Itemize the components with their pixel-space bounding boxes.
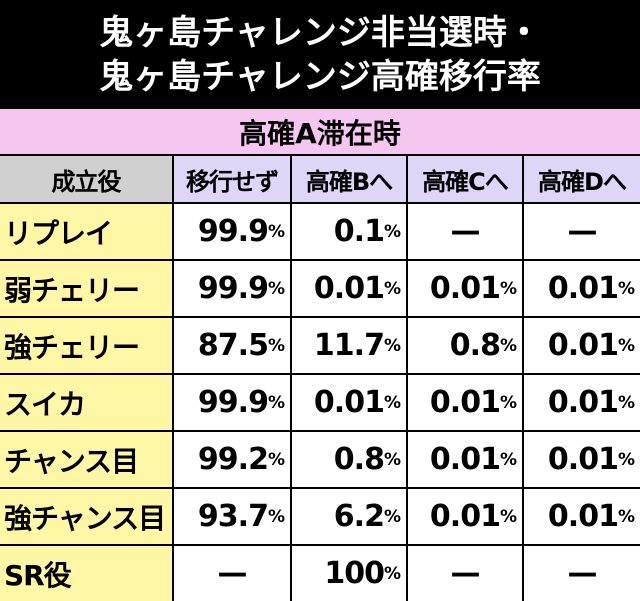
rate-cell: 0.1%: [292, 204, 406, 259]
rate-cell: 6.2%: [292, 489, 406, 544]
rate-cell: —: [524, 204, 640, 259]
rate-cell: 0.01%: [524, 261, 640, 316]
rate-cell: 0.01%: [408, 261, 522, 316]
title-line: 鬼ヶ島チャレンジ高確移行率: [99, 56, 541, 97]
row-label: SR役: [0, 546, 172, 601]
rate-cell: 99.9%: [174, 261, 290, 316]
rate-cell: 0.01%: [524, 375, 640, 430]
rate-cell: 87.5%: [174, 318, 290, 373]
rate-cell: 11.7%: [292, 318, 406, 373]
row-label: リプレイ: [0, 204, 172, 259]
column-header: 高確Dへ: [524, 156, 640, 202]
rate-cell: 0.01%: [292, 375, 406, 430]
column-header: 高確Bへ: [292, 156, 406, 202]
row-label: 強チェリー: [0, 318, 172, 373]
rate-cell: 0.8%: [292, 432, 406, 487]
rate-cell: 93.7%: [174, 489, 290, 544]
row-label: 弱チェリー: [0, 261, 172, 316]
rate-cell: 0.01%: [524, 432, 640, 487]
rate-cell: 99.9%: [174, 375, 290, 430]
title: 鬼ヶ島チャレンジ非当選時・ 鬼ヶ島チャレンジ高確移行率: [0, 0, 640, 109]
rate-cell: 0.8%: [408, 318, 522, 373]
column-header: 高確Cへ: [408, 156, 522, 202]
rate-cell: 99.2%: [174, 432, 290, 487]
rate-cell: —: [408, 546, 522, 601]
column-header: 移行せず: [174, 156, 290, 202]
rate-cell: —: [174, 546, 290, 601]
column-header: 成立役: [0, 156, 172, 202]
title-line: 鬼ヶ島チャレンジ非当選時・: [99, 12, 541, 53]
row-label: スイカ: [0, 375, 172, 430]
row-label: チャンス目: [0, 432, 172, 487]
rate-cell: 0.01%: [524, 318, 640, 373]
rate-cell: 0.01%: [408, 489, 522, 544]
rate-cell: 0.01%: [408, 432, 522, 487]
row-label: 強チャンス目: [0, 489, 172, 544]
rate-table: 高確A滞在時 成立役 移行せず 高確Bへ 高確Cへ 高確Dへ リプレイ 99.9% 0.1% — —…: [0, 109, 640, 601]
rate-cell: —: [408, 204, 522, 259]
rate-cell: 0.01%: [408, 375, 522, 430]
rate-cell: 100%: [292, 546, 406, 601]
rate-cell: 0.01%: [292, 261, 406, 316]
rate-cell: 0.01%: [524, 489, 640, 544]
rate-cell: —: [524, 546, 640, 601]
table-caption: 高確A滞在時: [0, 109, 640, 154]
rate-cell: 99.9%: [174, 204, 290, 259]
